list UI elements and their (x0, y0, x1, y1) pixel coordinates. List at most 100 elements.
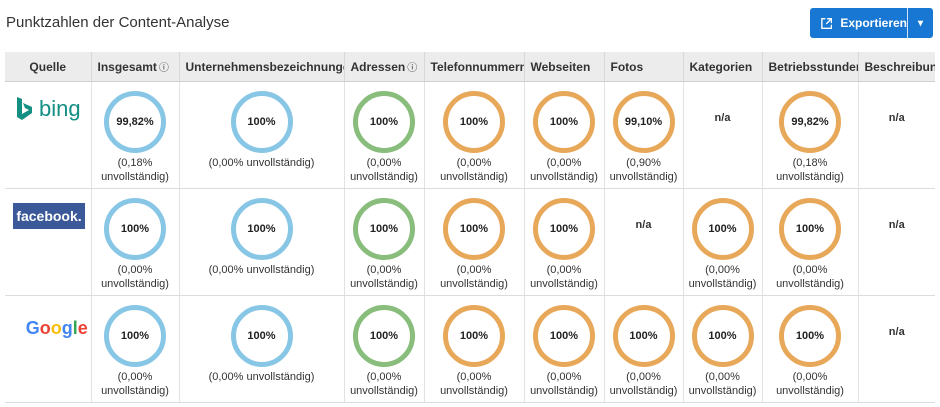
incomplete-line: (0,00% (117, 264, 153, 276)
score-ring: 100% (443, 91, 505, 153)
column-header-webseiten[interactable]: Webseiten (523, 52, 604, 82)
incomplete-line: (0,00% (366, 157, 402, 169)
source-cell: facebook. (5, 188, 91, 296)
external-link-icon (821, 17, 833, 29)
info-icon[interactable]: ⓘ (158, 63, 169, 74)
score-cell: n/a (857, 295, 935, 403)
column-header-unternehmensbezeichnungen[interactable]: Unternehmensbezeichnungen (178, 52, 344, 82)
score-widget: 100% (0,00% unvollständig) (684, 189, 762, 291)
score-widget: 100% (0,00% unvollständig) (425, 82, 524, 184)
incomplete-percentage: (0,00% unvollständig) (350, 263, 418, 291)
score-ring: 100% (533, 91, 595, 153)
incomplete-line: (0,00% (546, 264, 582, 276)
google-logo-letter: g (61, 318, 73, 338)
score-widget: 100% (0,00% unvollständig) (345, 82, 424, 184)
incomplete-line: (0,00% (626, 371, 661, 383)
score-ring: 100% (443, 198, 505, 260)
score-cell: 100% (0,00% unvollständig) (423, 295, 524, 403)
score-widget: 100% (0,00% unvollständig) (180, 189, 344, 277)
score-cell: 100% (0,00% unvollständig) (682, 188, 762, 296)
column-header-kategorien[interactable]: Kategorien (682, 52, 762, 82)
export-dropdown-toggle[interactable]: ▾ (917, 17, 924, 29)
column-header-telefonnummern[interactable]: Telefonnummern (423, 52, 524, 82)
score-cell: 100% (0,00% unvollständig) (178, 81, 344, 189)
score-ring: 100% (533, 198, 595, 260)
column-header-beschreibungen[interactable]: Beschreibungen (857, 52, 935, 82)
google-logo-letter: o (50, 318, 62, 338)
score-ring: 100% (443, 305, 505, 367)
incomplete-line: (0,00% (366, 371, 402, 383)
incomplete-line: (0,00% (705, 264, 740, 276)
score-ring: 100% (612, 305, 675, 367)
incomplete-percentage: (0,00% unvollständig) (101, 263, 169, 291)
incomplete-line: unvollständig) (530, 171, 598, 183)
incomplete-line: (0,00% unvollständig) (208, 371, 315, 383)
score-cell: 100% (0,00% unvollständig) (178, 188, 344, 296)
incomplete-line: unvollständig) (350, 171, 418, 183)
incomplete-line: (0,00% unvollständig) (208, 157, 315, 169)
score-widget: 99,10% (0,90% unvollständig) (605, 82, 683, 184)
score-cell: 100% (0,00% unvollständig) (603, 295, 683, 403)
google-logo-letter: e (77, 318, 88, 338)
score-ring: 99,82% (779, 91, 841, 153)
score-cell: 100% (0,00% unvollständig) (523, 81, 604, 189)
google-logo: Google (23, 318, 91, 339)
export-button[interactable]: Exportieren (810, 8, 907, 38)
score-widget: 100% (0,00% unvollständig) (425, 189, 524, 291)
incomplete-line: (0,18% (117, 157, 153, 169)
not-available-label: n/a (714, 112, 731, 124)
score-ring: 100% (104, 305, 166, 367)
column-header-fotos[interactable]: Fotos (603, 52, 683, 82)
info-icon[interactable]: ⓘ (407, 63, 418, 74)
incomplete-line: unvollständig) (440, 278, 508, 290)
incomplete-line: unvollständig) (776, 278, 844, 290)
incomplete-percentage: (0,00% unvollständig) (776, 263, 844, 291)
incomplete-line: (0,00% (117, 371, 153, 383)
incomplete-percentage: (0,00% unvollständig) (440, 263, 508, 291)
not-available-label: n/a (888, 112, 905, 124)
incomplete-percentage: (0,00% unvollständig) (776, 370, 844, 398)
incomplete-line: (0,00% (705, 371, 740, 383)
column-header-betriebsstunden[interactable]: Betriebsstunden (761, 52, 858, 82)
incomplete-percentage: (0,18% unvollständig) (101, 156, 169, 184)
incomplete-percentage: (0,00% unvollständig) (689, 370, 757, 398)
score-widget: 100% (0,00% unvollständig) (345, 296, 424, 398)
not-available-label: n/a (888, 326, 905, 338)
score-widget: 100% (0,00% unvollständig) (525, 189, 604, 291)
score-ring: 100% (230, 198, 293, 260)
column-header-quelle[interactable]: Quelle (5, 52, 91, 82)
incomplete-line: unvollständig) (101, 171, 169, 183)
score-ring: 99,82% (104, 91, 166, 153)
score-ring: 100% (353, 198, 415, 260)
incomplete-line: unvollständig) (688, 385, 757, 397)
score-cell: 100% (0,00% unvollständig) (343, 81, 424, 189)
incomplete-line: (0,00% (456, 264, 492, 276)
incomplete-line: (0,00% (792, 371, 828, 383)
score-cell: 100% (0,00% unvollständig) (423, 81, 524, 189)
incomplete-percentage: (0,00% unvollständig) (689, 263, 757, 291)
score-widget: 99,82% (0,18% unvollständig) (92, 82, 179, 184)
google-logo-letter: o (39, 318, 51, 338)
page-title: Punktzahlen der Content-Analyse (6, 14, 230, 31)
incomplete-percentage: (0,00% unvollständig) (440, 370, 508, 398)
score-ring: 100% (353, 91, 415, 153)
column-header-adressen[interactable]: Adressen ⓘ (343, 52, 424, 82)
score-widget: 100% (0,00% unvollständig) (684, 296, 762, 398)
score-ring: 100% (104, 198, 166, 260)
incomplete-line: (0,00% (792, 264, 828, 276)
score-cell: 99,82% (0,18% unvollständig) (90, 81, 179, 189)
score-widget: 100% (0,00% unvollständig) (425, 296, 524, 398)
incomplete-line: unvollständig) (776, 171, 844, 183)
incomplete-line: unvollständig) (530, 278, 598, 290)
score-widget: 100% (0,00% unvollständig) (180, 82, 344, 170)
facebook-logo: facebook. (13, 203, 85, 229)
incomplete-percentage: (0,00% unvollständig) (350, 156, 418, 184)
column-header-insgesamt[interactable]: Insgesamt ⓘ (90, 52, 179, 82)
incomplete-line: (0,00% (546, 371, 582, 383)
not-available-label: n/a (888, 219, 905, 231)
score-ring: 100% (779, 305, 841, 367)
bing-mark-icon (17, 97, 32, 120)
score-cell: n/a (857, 81, 935, 189)
score-widget: 100% (0,00% unvollständig) (525, 82, 604, 184)
incomplete-line: (0,90% (626, 157, 661, 169)
